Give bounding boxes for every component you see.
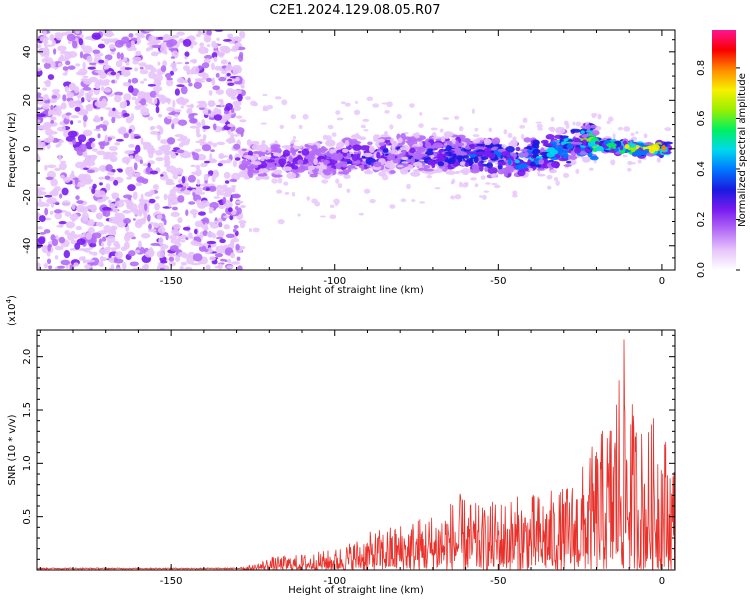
spectrogram-y-tick-label: 40: [22, 45, 33, 58]
snr-x-tick-label: -50: [490, 576, 506, 587]
colorbar-ticks: 0.0 0.2 0.4 0.6 0.8: [696, 60, 740, 278]
spectrogram-y-tick-label: -40: [22, 238, 33, 254]
snr-x-tick-label: -100: [323, 576, 346, 587]
snr-scale-multiplier: (x104): [5, 295, 18, 326]
spectrogram-y-axis-label: Frequency (Hz): [7, 112, 18, 188]
spectrogram-frame: [36, 29, 676, 271]
spectrogram-x-ticks: -150 -100 -50 0: [39, 30, 665, 287]
colorbar-tick-label: 0.2: [696, 212, 707, 228]
snr-x-axis-label: Height of straight line (km): [288, 585, 424, 596]
colorbar-tick-label: 0.8: [696, 60, 707, 76]
spectrogram-x-tick-label: -100: [323, 276, 346, 287]
figure-title: C2E1.2024.129.08.05.R07: [269, 3, 440, 18]
colorbar-label: Normalized spectral amplitude: [737, 73, 748, 227]
snr-y-tick-label: 1.0: [22, 455, 33, 471]
spectrogram-heatmap: [37, 30, 674, 270]
colorbar: [712, 30, 736, 270]
snr-x-ticks: -150 -100 -50 0: [39, 330, 665, 587]
spectrogram-y-tick-label: 0: [22, 146, 33, 152]
snr-series-line: [37, 339, 675, 570]
snr-x-tick-label: 0: [659, 576, 665, 587]
spectrogram-y-tick-label: -20: [22, 189, 33, 205]
spectrogram-x-tick-label: -150: [160, 276, 183, 287]
spectrogram-y-ticks: -40 -20 0 20 40: [22, 39, 675, 271]
snr-y-ticks: 0.5 1.0 1.5 2.0: [22, 334, 675, 560]
snr-y-axis-label: SNR (10 * v/v): [7, 414, 18, 485]
spectrogram-y-tick-label: 20: [22, 94, 33, 107]
spectrogram-x-tick-label: -50: [490, 276, 506, 287]
spectrogram-x-axis-label: Height of straight line (km): [288, 285, 424, 296]
snr-y-tick-label: 1.5: [22, 402, 33, 418]
snr-x-tick-label: -150: [160, 576, 183, 587]
snr-frame: [36, 329, 676, 571]
spectrogram-x-tick-label: 0: [659, 276, 665, 287]
colorbar-tick-label: 0.4: [696, 161, 707, 177]
colorbar-tick-label: 0.0: [696, 262, 707, 278]
snr-y-tick-label: 0.5: [22, 509, 33, 525]
snr-y-tick-label: 2.0: [22, 349, 33, 365]
colorbar-tick-label: 0.6: [696, 110, 707, 126]
